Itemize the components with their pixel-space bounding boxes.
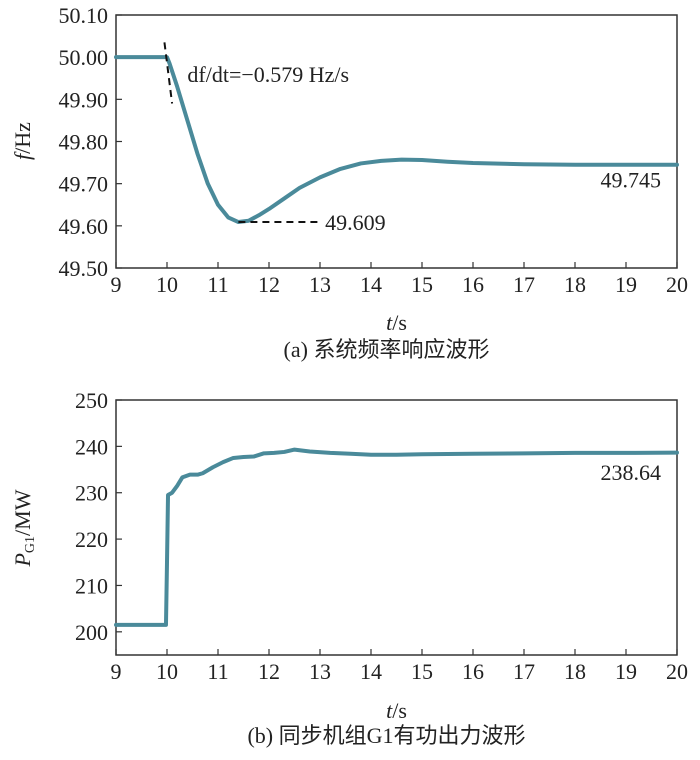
x-tick-label: 15 — [411, 272, 433, 297]
x-tick-label: 17 — [513, 659, 535, 684]
x-tick-label: 20 — [666, 659, 688, 684]
y-tick-label: 210 — [75, 573, 108, 598]
y-tick-label: 49.60 — [59, 214, 109, 239]
y-axis-var: P — [10, 553, 35, 567]
y-axis-unit: /MW — [10, 489, 35, 536]
y-tick-label: 49.80 — [59, 130, 109, 155]
x-tick-label: 13 — [309, 272, 331, 297]
x-tick-label: 14 — [360, 659, 382, 684]
y-tick-label: 50.00 — [59, 45, 109, 70]
x-tick-label: 17 — [513, 272, 535, 297]
y-axis-var: f — [10, 151, 35, 160]
plot-frame — [115, 399, 678, 656]
y-axis-label: f/Hz — [10, 122, 35, 160]
x-tick-label: 20 — [666, 272, 688, 297]
x-tick-label: 19 — [615, 659, 637, 684]
x-tick-label: 16 — [462, 659, 484, 684]
chart-caption: (b) 同步机组G1有功出力波形 — [247, 723, 525, 748]
chart-caption: (a) 系统频率响应波形 — [284, 337, 490, 362]
plot-frame — [115, 14, 678, 269]
x-tick-label: 12 — [258, 659, 280, 684]
y-axis-unit: /Hz — [10, 122, 35, 154]
x-axis-var: t — [386, 310, 393, 335]
guide-line — [163, 42, 174, 104]
x-axis-label: t/s — [386, 698, 407, 723]
y-axis-subscript: G1 — [23, 536, 38, 553]
x-tick-label: 10 — [156, 272, 178, 297]
chart-frequency-response: 9 10 11 12 13 14 15 16 17 18 19 20 49.50 49.60 49.70 49… — [10, 3, 688, 362]
x-axis-var: t — [386, 698, 393, 723]
x-tick-label: 9 — [111, 659, 122, 684]
x-axis-label: t/s — [386, 310, 407, 335]
y-tick-label: 49.90 — [59, 87, 109, 112]
x-tick-label: 14 — [360, 272, 382, 297]
x-axis-unit: /s — [392, 310, 407, 335]
x-tick-label: 12 — [258, 272, 280, 297]
chart-g1-active-power: 9 10 11 12 13 14 15 16 17 18 19 20 200 210 220 230 240 25… — [10, 388, 688, 748]
x-tick-label: 11 — [207, 659, 228, 684]
series-line — [114, 447, 679, 627]
x-tick-label: 18 — [564, 272, 586, 297]
y-tick-label: 200 — [75, 620, 108, 645]
x-tick-label: 15 — [411, 659, 433, 684]
x-axis-unit: /s — [392, 698, 407, 723]
x-tick-label: 18 — [564, 659, 586, 684]
x-tick-label: 16 — [462, 272, 484, 297]
x-tick-label: 19 — [615, 272, 637, 297]
x-tick-label: 10 — [156, 659, 178, 684]
y-tick-label: 250 — [75, 388, 108, 413]
y-tick-label: 220 — [75, 527, 108, 552]
y-tick-label: 50.10 — [59, 3, 109, 28]
y-tick-label: 49.50 — [59, 256, 109, 281]
annotation: 49.745 — [601, 167, 662, 192]
annotation: 49.609 — [325, 210, 386, 235]
annotation: 238.64 — [601, 460, 662, 485]
y-tick-label: 49.70 — [59, 172, 109, 197]
x-tick-label: 9 — [111, 272, 122, 297]
series-line — [114, 55, 679, 225]
x-tick-label: 11 — [207, 272, 228, 297]
y-tick-label: 240 — [75, 434, 108, 459]
y-axis-label: PG1/MW — [10, 489, 38, 567]
x-tick-label: 13 — [309, 659, 331, 684]
annotation: df/dt=−0.579 Hz/s — [187, 62, 349, 87]
y-tick-label: 230 — [75, 481, 108, 506]
